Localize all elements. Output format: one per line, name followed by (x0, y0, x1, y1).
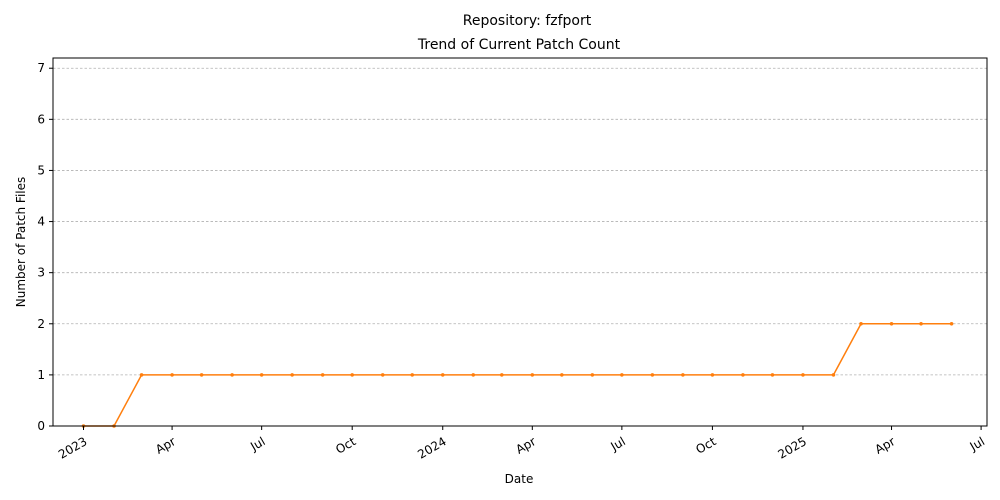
data-point (681, 373, 685, 377)
data-point (949, 321, 954, 326)
x-tick-label: Apr (873, 434, 898, 457)
grid-lines (53, 67, 987, 376)
data-point (889, 321, 894, 326)
x-axis-ticks: 2023 Apr Jul Oct 2024 Apr Jul Oct 2025 Apr Jul (56, 426, 987, 462)
data-point (230, 373, 234, 377)
data-point (440, 373, 445, 377)
y-tick-label: 5 (37, 163, 45, 177)
data-point (410, 373, 415, 377)
data-point (320, 373, 325, 377)
data-point (859, 321, 863, 326)
data-point (770, 373, 775, 377)
x-tick-label: Oct (333, 434, 358, 457)
y-tick-label: 7 (37, 61, 45, 75)
data-point (530, 373, 535, 377)
data-point (139, 373, 144, 377)
data-point (170, 373, 174, 377)
y-tick-label: 3 (37, 266, 45, 280)
x-tick-label: 2025 (776, 434, 809, 461)
data-point (471, 373, 476, 377)
series-line (83, 323, 952, 427)
data-point (259, 373, 264, 377)
data-point (650, 373, 655, 377)
y-tick-label: 4 (37, 215, 45, 229)
y-tick-label: 1 (37, 368, 45, 382)
chart-subtitle: Trend of Current Patch Count (417, 37, 621, 53)
x-tick-label: 2023 (56, 434, 89, 461)
data-point (590, 373, 595, 377)
data-point (831, 373, 836, 377)
series-layer (81, 321, 954, 428)
chart-title: Repository: fzfport (463, 13, 592, 29)
x-tick-label: 2024 (415, 434, 448, 461)
x-tick-label: Jul (247, 434, 267, 454)
plot-area-frame (52, 57, 988, 427)
y-tick-label: 0 (37, 419, 45, 433)
data-point (710, 373, 715, 377)
data-point (919, 321, 923, 326)
x-tick-label: Jul (607, 434, 627, 454)
data-point (199, 373, 204, 377)
data-point (741, 373, 745, 377)
x-axis-label: Date (505, 472, 534, 486)
y-tick-label: 6 (37, 112, 45, 126)
y-tick-label: 2 (37, 317, 45, 331)
data-point (620, 373, 624, 377)
data-point (350, 373, 354, 377)
data-point (499, 373, 504, 377)
x-tick-label: Oct (693, 434, 718, 457)
data-point (380, 373, 385, 377)
x-tick-label: Apr (513, 434, 538, 457)
y-axis-label: Number of Patch Files (14, 177, 28, 308)
x-tick-label: Jul (967, 434, 987, 454)
y-axis-ticks: 0 1 2 3 4 5 6 7 (37, 61, 53, 433)
data-point (560, 373, 564, 377)
x-tick-label: Apr (153, 434, 178, 457)
data-point (801, 373, 805, 377)
data-point (290, 373, 294, 377)
